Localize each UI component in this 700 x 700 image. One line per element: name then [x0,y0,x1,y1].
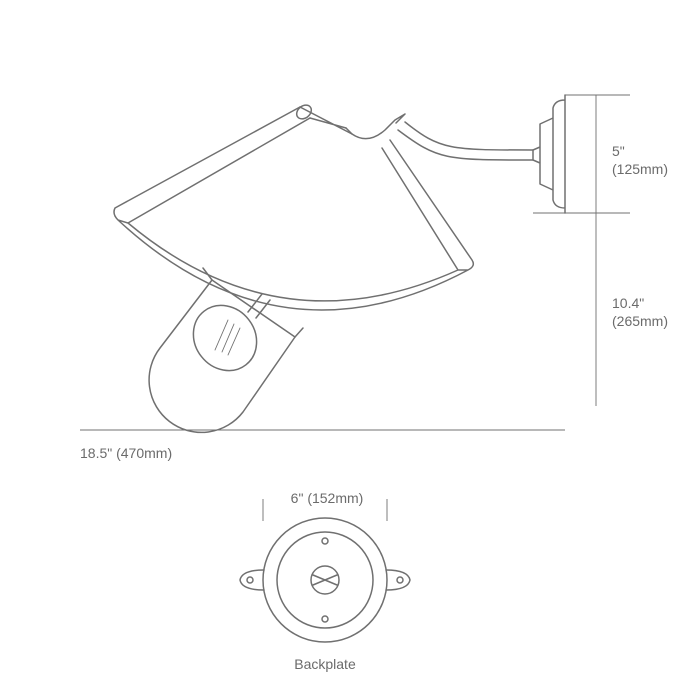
dim-arm-height-metric: (125mm) [612,161,668,177]
dim-depth-metric: (470mm) [116,445,172,461]
dim-drop-height-imperial: 10.4" [612,295,644,311]
backplate-caption: Backplate [260,656,390,672]
dim-depth: 18.5" (470mm) [80,444,172,462]
sconce-side-view [0,0,700,440]
dim-drop-height: 10.4" (265mm) [612,294,668,330]
dim-arm-height-imperial: 5" [612,143,625,159]
diagram-container: 5" (125mm) 10.4" (265mm) 18.5" (470mm) [0,0,700,700]
backplate-front-view [195,485,455,655]
dim-arm-height: 5" (125mm) [612,142,668,178]
dim-drop-height-metric: (265mm) [612,313,668,329]
dim-backplate-width: 6" (152mm) [287,489,367,507]
dim-backplate-width-imperial: 6" [291,490,304,506]
dim-backplate-width-metric: (152mm) [307,490,363,506]
dim-depth-imperial: 18.5" [80,445,112,461]
